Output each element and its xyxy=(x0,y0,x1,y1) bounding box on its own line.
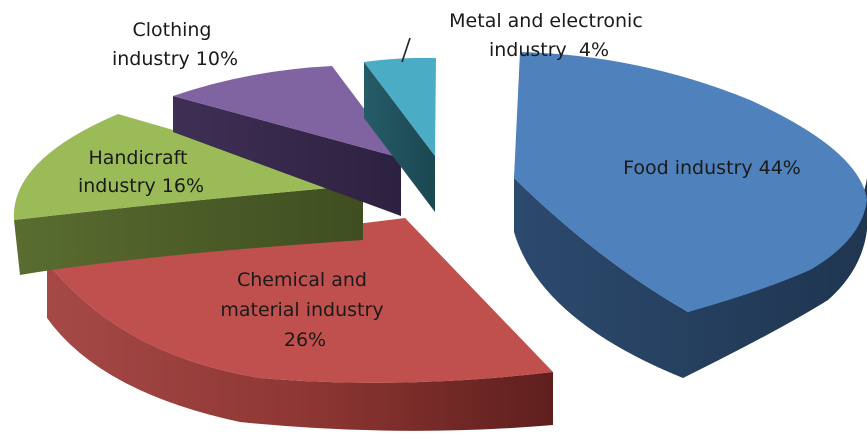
slice-handicraft-top xyxy=(13,114,363,220)
label-food-industry: Food industry 44% xyxy=(623,157,801,179)
metal-leader-line xyxy=(401,37,411,63)
slice-chemical-side xyxy=(47,262,553,431)
slice-chemical-top xyxy=(47,218,553,383)
slice-food-top xyxy=(514,52,867,312)
slice-chemical-industry xyxy=(47,218,553,431)
label-chemical-industry: Chemical and material industry 26% xyxy=(220,269,389,351)
slice-clothing-top xyxy=(173,66,401,158)
slice-handicraft-side xyxy=(14,185,363,275)
slice-clothing-industry xyxy=(173,66,401,216)
slice-clothing-side xyxy=(173,96,401,216)
slice-metal-top xyxy=(364,57,436,157)
slice-metal-industry xyxy=(364,57,436,212)
slice-metal-side xyxy=(364,62,435,212)
slice-food-side xyxy=(514,178,867,378)
label-clothing-industry: Clothing industry 10% xyxy=(112,19,238,70)
slice-handicraft-industry xyxy=(13,114,363,275)
slice-food-industry xyxy=(514,52,867,378)
label-handicraft-industry: Handicraft industry 16% xyxy=(78,147,204,197)
label-metal-industry: Metal and electronic industry 4% xyxy=(449,10,649,61)
